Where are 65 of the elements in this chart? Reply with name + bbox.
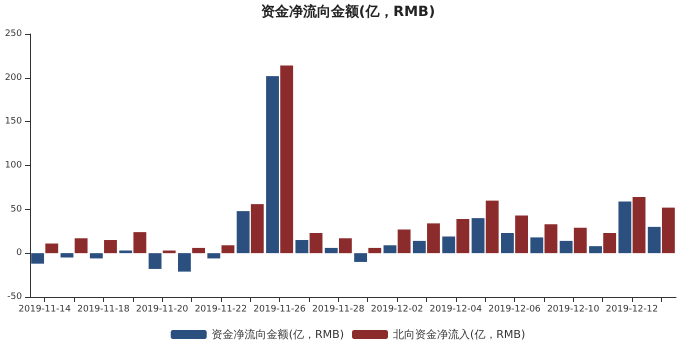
bar [648,226,661,254]
x-tick-label: 2019-12-06 [488,304,541,314]
bar [222,245,234,254]
bar [236,211,250,254]
bar [368,248,382,254]
bar [104,240,117,254]
bar [427,223,440,254]
bar [162,250,176,254]
bar [398,229,411,254]
legend-label: 资金净流向金额(亿，RMB) [212,328,344,341]
bar [266,76,279,254]
bar [31,253,44,264]
x-tick-label: 2019-11-20 [136,304,189,314]
y-tick-label: 100 [4,160,22,170]
bar [280,66,294,254]
bar [207,253,220,258]
bar [178,253,191,272]
bar [472,218,484,254]
bar [560,240,573,254]
bar [412,240,426,254]
y-tick-label: 250 [4,29,22,39]
bar [456,218,470,254]
chart-title: 资金净流向金额(亿，RMB) [260,3,436,20]
bar [530,237,544,254]
bar [603,233,616,254]
bar [310,233,322,254]
bar [148,253,162,269]
x-tick-label: 2019-12-02 [370,304,424,314]
bar [354,253,368,262]
bar [486,200,499,254]
x-tick-label: 2019-11-14 [18,304,72,314]
bar [500,233,514,254]
y-tick-label: 0 [16,248,22,258]
bar [324,248,338,254]
y-tick-label: -50 [7,292,22,302]
x-tick-label: 2019-12-10 [547,304,600,314]
y-tick-label: 50 [10,204,22,214]
legend-label: 北向资金净流入(亿，RMB) [393,328,526,341]
bar [515,215,528,254]
bar [574,228,587,254]
bar [618,201,632,254]
x-tick-label: 2019-11-26 [253,304,306,314]
bar [442,236,456,254]
bar [632,197,646,254]
x-tick-label: 2019-11-28 [312,304,365,314]
bar [45,244,58,254]
bar [662,208,675,254]
bar [119,250,132,254]
bar [338,238,352,254]
y-tick-label: 200 [4,72,22,83]
x-tick-label: 2019-12-12 [606,304,658,314]
x-tick-label: 2019-12-04 [430,304,482,314]
bar [133,232,146,254]
bar [544,224,558,254]
bar [90,253,103,258]
x-tick-label: 2019-11-18 [77,304,130,314]
bar [60,253,74,258]
x-tick-label: 2019-11-22 [194,304,248,314]
bar [250,204,264,254]
bar [589,246,602,254]
bar [192,248,206,254]
bar [295,240,308,254]
y-tick-label: 150 [4,116,22,127]
bar [384,245,396,254]
bar [74,238,88,254]
